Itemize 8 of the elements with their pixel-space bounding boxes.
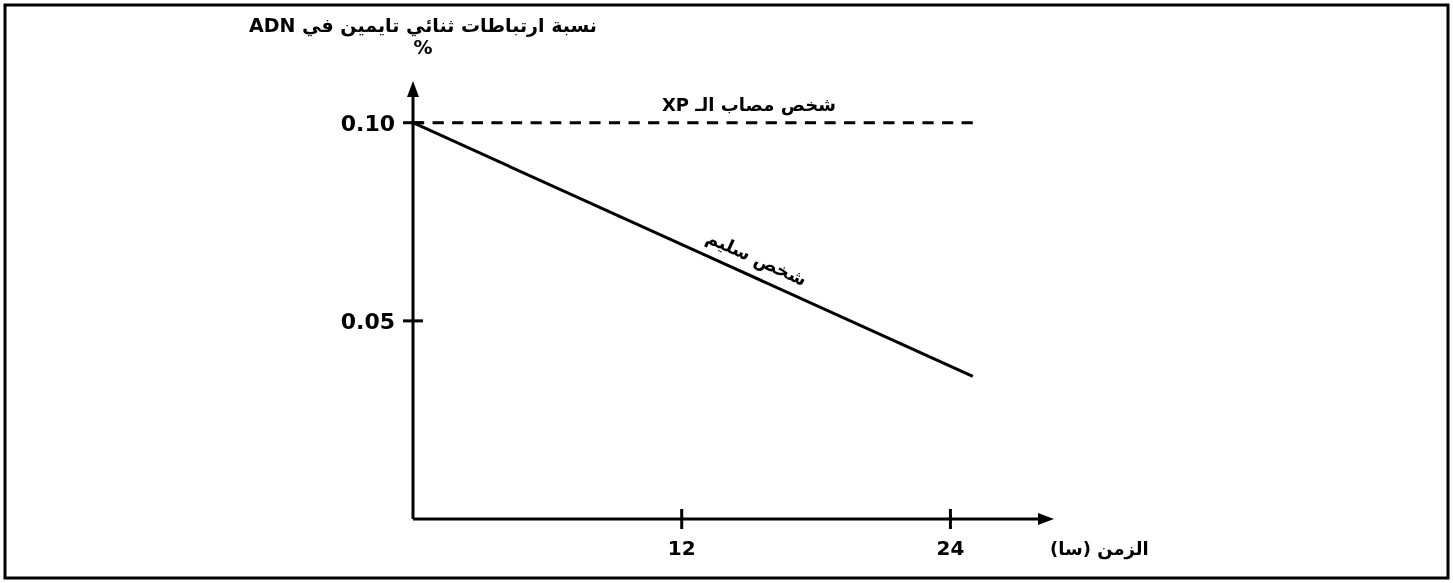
series-label: شخص مصاب الـ XP <box>661 93 836 116</box>
text: شخص سليم <box>702 226 811 291</box>
x-axis-title: الزمن (سا) <box>1050 538 1149 560</box>
y-axis-title: نسبة ارتباطات ثنائي تايمين في ADN % <box>249 14 597 58</box>
y-tick-label: 0.10 <box>340 110 395 136</box>
x-tick-label: 24 <box>936 536 965 560</box>
y-tick-label: 0.05 <box>340 308 395 334</box>
x-tick-label: 12 <box>667 536 696 560</box>
